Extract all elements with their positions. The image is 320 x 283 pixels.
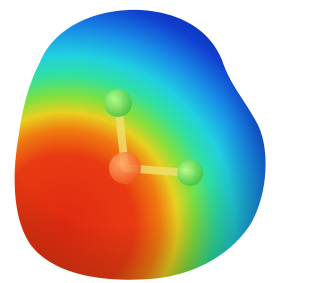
oxygen-atom [109,152,141,184]
electrostatic-potential-map [0,0,270,283]
hydrogen-atom [104,89,132,117]
hydrogen-atom [177,160,203,186]
surface-shading [15,10,266,280]
page: {} [0,0,270,283]
